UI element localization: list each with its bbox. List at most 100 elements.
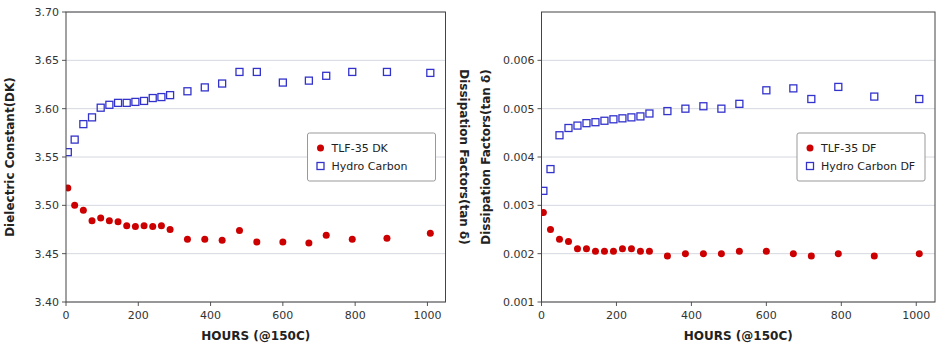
point bbox=[132, 98, 139, 105]
point bbox=[115, 218, 122, 225]
point bbox=[808, 253, 815, 260]
point bbox=[574, 245, 581, 252]
point bbox=[349, 236, 356, 243]
point bbox=[592, 248, 599, 255]
y-tick-label: 0.005 bbox=[503, 103, 535, 116]
y-axis: 0.0010.0020.0030.0040.0050.006 bbox=[503, 54, 542, 309]
legend-swatch bbox=[807, 145, 814, 152]
point bbox=[71, 202, 78, 209]
point bbox=[141, 222, 148, 229]
point bbox=[123, 99, 130, 106]
point bbox=[97, 104, 104, 111]
x-tick-label: 0 bbox=[63, 309, 70, 322]
point bbox=[808, 96, 815, 103]
legend-box bbox=[797, 133, 925, 181]
legend-swatch bbox=[317, 163, 324, 170]
legend-label: Hydro Carbon bbox=[332, 160, 408, 173]
point bbox=[279, 79, 286, 86]
point bbox=[123, 222, 130, 229]
point bbox=[427, 230, 434, 237]
point bbox=[97, 214, 104, 221]
x-tick-label: 400 bbox=[200, 309, 221, 322]
y-axis-label: Dielectric Constant(DK) bbox=[3, 77, 17, 237]
point bbox=[542, 187, 547, 194]
point bbox=[610, 248, 617, 255]
y-tick-label: 3.50 bbox=[35, 199, 60, 212]
x-tick bbox=[427, 302, 428, 306]
y-tick bbox=[62, 108, 66, 109]
chart-panel: 0.0010.0020.0030.0040.0050.0060200400600… bbox=[479, 12, 936, 343]
point bbox=[556, 132, 563, 139]
points bbox=[542, 83, 923, 259]
grid-line bbox=[66, 253, 446, 254]
plot-frame bbox=[542, 12, 936, 302]
point bbox=[763, 87, 770, 94]
y-tick bbox=[62, 60, 66, 61]
point bbox=[383, 235, 390, 242]
y-tick-label: 0.003 bbox=[503, 199, 535, 212]
grid bbox=[542, 60, 936, 302]
legend-label: TLF-35 DK bbox=[331, 142, 389, 155]
y-tick bbox=[62, 302, 66, 303]
point bbox=[565, 125, 572, 132]
chart-panel: 3.403.453.503.553.603.653.70020040060080… bbox=[3, 6, 471, 343]
point bbox=[253, 68, 260, 75]
x-tick-label: 800 bbox=[345, 309, 366, 322]
y-tick-label: 3.55 bbox=[35, 151, 60, 164]
point bbox=[542, 209, 547, 216]
x-axis-label: HOURS (@150C) bbox=[201, 329, 310, 343]
y-tick-label: 3.40 bbox=[35, 296, 60, 309]
point bbox=[601, 248, 608, 255]
point bbox=[736, 248, 743, 255]
point bbox=[158, 222, 165, 229]
y-tick bbox=[62, 157, 66, 158]
point bbox=[184, 88, 191, 95]
point bbox=[565, 238, 572, 245]
point bbox=[871, 253, 878, 260]
point bbox=[646, 110, 653, 117]
point bbox=[835, 250, 842, 257]
point bbox=[219, 80, 226, 87]
y-tick-label: 3.65 bbox=[35, 54, 60, 67]
y-tick-label: 0.004 bbox=[503, 151, 535, 164]
point bbox=[71, 136, 78, 143]
y-tick bbox=[538, 157, 542, 158]
point bbox=[718, 105, 725, 112]
series bbox=[542, 209, 923, 260]
y-tick-label: 0.006 bbox=[503, 54, 535, 67]
point bbox=[236, 68, 243, 75]
series bbox=[66, 184, 434, 246]
point bbox=[80, 121, 87, 128]
point bbox=[115, 99, 122, 106]
point bbox=[349, 68, 356, 75]
x-tick bbox=[138, 302, 139, 306]
point bbox=[592, 119, 599, 126]
point bbox=[637, 113, 644, 120]
grid-line bbox=[66, 108, 446, 109]
x-tick bbox=[691, 302, 692, 306]
point bbox=[89, 114, 96, 121]
x-tick-label: 0 bbox=[538, 309, 545, 322]
y-tick bbox=[538, 205, 542, 206]
point bbox=[601, 117, 608, 124]
x-tick bbox=[541, 302, 542, 306]
legend-swatch bbox=[807, 163, 814, 170]
y-tick bbox=[538, 60, 542, 61]
point bbox=[253, 239, 260, 246]
point bbox=[427, 69, 434, 76]
x-axis: 02004006008001000 bbox=[538, 302, 930, 322]
point bbox=[80, 207, 87, 214]
grid-line bbox=[542, 60, 936, 61]
point bbox=[141, 97, 148, 104]
point bbox=[574, 122, 581, 129]
point bbox=[583, 120, 590, 127]
grid-line bbox=[542, 205, 936, 206]
point bbox=[66, 184, 71, 191]
point bbox=[305, 77, 312, 84]
point bbox=[619, 245, 626, 252]
point bbox=[700, 103, 707, 110]
point bbox=[628, 114, 635, 121]
point bbox=[323, 232, 330, 239]
x-tick bbox=[841, 302, 842, 306]
x-tick bbox=[66, 302, 67, 306]
